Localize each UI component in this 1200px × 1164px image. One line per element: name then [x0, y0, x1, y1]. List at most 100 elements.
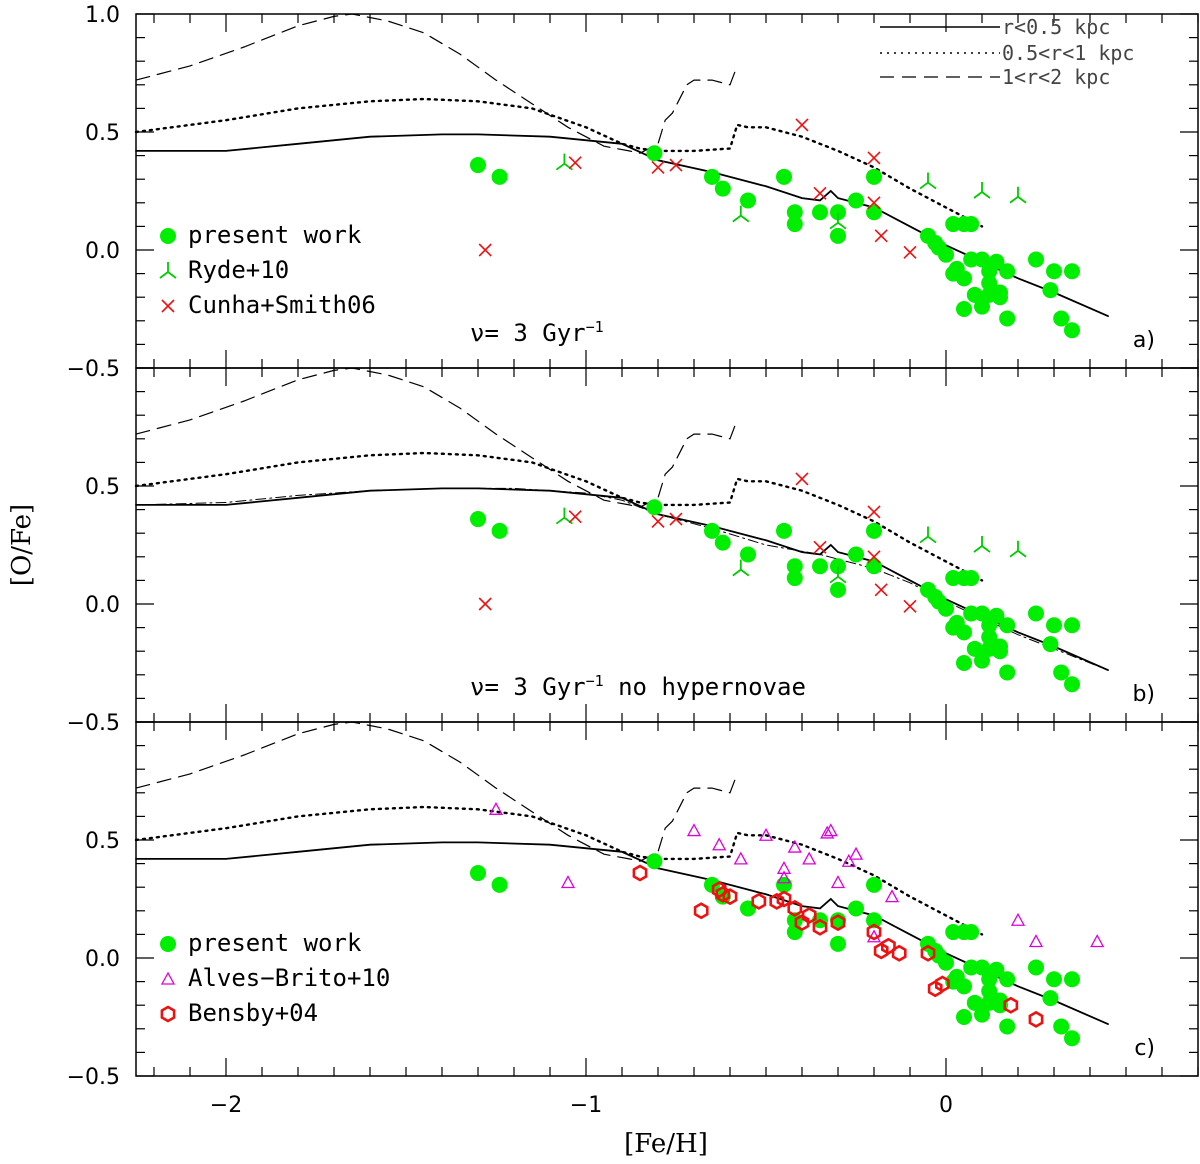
point-present_work [988, 607, 1005, 624]
point-present_work [491, 168, 508, 185]
point-present_work [830, 558, 846, 575]
legend-label-cunha_smith06: Cunha+Smith06 [188, 291, 376, 319]
point-present_work [956, 301, 972, 317]
y-tick-label: 0.5 [85, 829, 120, 854]
point-present_work [848, 546, 864, 563]
point-cunha_smith06 [478, 243, 492, 257]
point-bensby04 [830, 914, 846, 932]
point-present_work [988, 961, 1005, 978]
point-present_work [704, 168, 720, 185]
point-present_work [866, 558, 882, 575]
point-present_work [963, 216, 980, 233]
point-alves_brito10 [823, 823, 838, 837]
point-present_work [866, 204, 882, 221]
point-ryde10 [555, 507, 573, 525]
point-present_work [1064, 676, 1080, 693]
point-present_work [1028, 251, 1044, 268]
point-present_work [646, 853, 663, 870]
point-present_work [1046, 617, 1062, 634]
point-alves_brito10 [830, 875, 846, 889]
legend-marker-cunha_smith06 [161, 299, 175, 313]
point-present_work [938, 600, 954, 617]
point-bensby04 [812, 918, 828, 936]
point-cunha_smith06 [867, 505, 881, 519]
x-tick-label: −2 [210, 1093, 242, 1118]
point-bensby04 [632, 864, 648, 882]
point-present_work [956, 978, 972, 995]
point-bensby04 [794, 914, 810, 932]
x-tick-label: −1 [570, 1093, 602, 1118]
point-present_work [714, 180, 731, 197]
point-bensby04 [776, 890, 792, 908]
point-cunha_smith06 [795, 472, 809, 486]
point-alves_brito10 [758, 827, 774, 841]
y-axis-label: [O/Fe] [7, 504, 37, 586]
y-tick-label: 0.5 [85, 475, 120, 500]
point-bensby04 [769, 892, 785, 910]
point-present_work [963, 924, 980, 941]
point-bensby04 [891, 944, 907, 962]
point-present_work [786, 570, 803, 587]
point-present_work [1042, 282, 1059, 299]
point-present_work [938, 954, 954, 971]
point-bensby04 [880, 937, 896, 955]
point-present_work [1064, 263, 1080, 280]
point-present_work [974, 959, 990, 976]
point-bensby04 [873, 942, 889, 960]
point-present_work [830, 935, 846, 952]
y-tick-label: 1.0 [85, 3, 120, 28]
legend-marker-alves_brito10 [160, 971, 176, 985]
point-alves_brito10 [488, 801, 504, 815]
point-cunha_smith06 [568, 156, 582, 170]
point-present_work [866, 522, 882, 539]
point-present_work [704, 876, 720, 893]
x-axis-label: [Fe/H] [624, 1129, 708, 1159]
model-annotation: ν= 3 Gyr−1 no hypernovae [470, 672, 806, 701]
point-present_work [1042, 990, 1059, 1007]
point-present_work [956, 270, 972, 287]
point-present_work [866, 912, 882, 929]
legend-marker-bensby04 [160, 1005, 176, 1023]
point-present_work [491, 522, 508, 539]
point-present_work [963, 570, 980, 587]
point-alves_brito10 [1010, 912, 1026, 926]
point-present_work [956, 655, 972, 671]
point-present_work [866, 876, 882, 893]
panel-a: −0.5 0.0 0.5 1.0 present work Ryde+10 Cunha+Sm… [67, 3, 1199, 382]
point-present_work [1046, 263, 1062, 280]
point-alves_brito10 [802, 851, 817, 865]
point-cunha_smith06 [813, 540, 827, 554]
point-bensby04 [934, 975, 950, 993]
point-present_work [999, 971, 1016, 988]
point-cunha_smith06 [874, 229, 888, 243]
legend-marker-present_work [160, 936, 176, 952]
point-alves_brito10 [787, 839, 802, 853]
point-present_work [830, 581, 846, 598]
point-present_work [776, 522, 792, 539]
point-bensby04 [927, 980, 943, 998]
line-legend-label-dotted: 0.5<r<1 kpc [1002, 41, 1134, 65]
point-ryde10 [1009, 186, 1027, 204]
point-alves_brito10 [1090, 934, 1105, 948]
point-present_work [966, 994, 983, 1011]
model-annotation: ν= 3 Gyr−1 [470, 318, 604, 347]
point-present_work [974, 652, 990, 669]
point-present_work [830, 227, 846, 244]
point-ryde10 [973, 182, 991, 199]
point-cunha_smith06 [867, 196, 881, 210]
point-present_work [1028, 605, 1044, 622]
panel-tag: c) [1134, 1036, 1155, 1061]
point-ryde10 [829, 212, 847, 230]
point-present_work [1042, 636, 1059, 653]
y-tick-label: −0.5 [67, 357, 120, 382]
point-present_work [1046, 971, 1062, 988]
y-tick-label: −0.5 [67, 711, 120, 736]
point-present_work [830, 204, 846, 221]
line-legend-label-solid: r<0.5 kpc [1002, 15, 1110, 39]
point-cunha_smith06 [903, 245, 917, 259]
point-present_work [470, 865, 486, 882]
point-bensby04 [920, 944, 936, 962]
point-present_work [1064, 1030, 1080, 1047]
y-tick-label: −0.5 [67, 1065, 120, 1090]
